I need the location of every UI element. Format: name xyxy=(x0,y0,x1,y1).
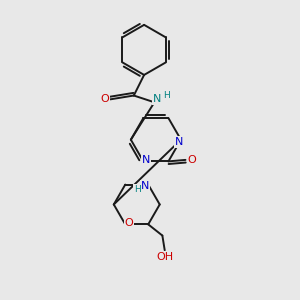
Text: N: N xyxy=(142,155,151,165)
Text: H: H xyxy=(134,185,140,194)
Text: O: O xyxy=(124,218,133,228)
Text: N: N xyxy=(153,94,161,104)
Text: H: H xyxy=(164,91,170,100)
Text: O: O xyxy=(100,94,109,104)
Text: OH: OH xyxy=(156,252,173,262)
Text: N: N xyxy=(175,137,184,147)
Text: N: N xyxy=(140,181,149,191)
Text: O: O xyxy=(188,155,196,165)
